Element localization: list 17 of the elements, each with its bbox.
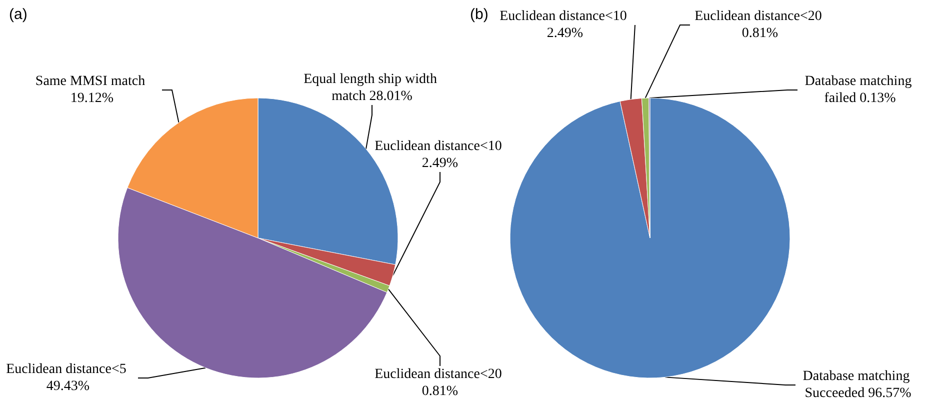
data-label: 49.43%: [46, 379, 90, 394]
data-label: 2.49%: [422, 156, 458, 171]
slice-label: Equal length ship width match 28.01%: [304, 72, 440, 104]
slice-label: Euclidean distance<20: [694, 9, 826, 24]
chart-title: (b): [470, 6, 488, 23]
slice-label: Euclidean distance<5: [6, 362, 130, 377]
data-label: 0.81%: [422, 384, 458, 399]
slice-label: Database matching failed 0.13%: [804, 74, 916, 106]
slice-label: Database matching Succeeded 96.57%: [802, 369, 914, 401]
slice-label: Same MMSI match: [35, 74, 149, 89]
data-label: 0.81%: [742, 26, 778, 41]
chart-title: (a): [9, 6, 28, 23]
slice-label: Euclidean distance<10: [500, 9, 630, 24]
data-label: 2.49%: [546, 26, 584, 41]
slice-label: Euclidean distance<10: [374, 139, 506, 154]
data-label: 19.12%: [70, 91, 114, 106]
slice-label: Euclidean distance<20: [374, 367, 506, 382]
